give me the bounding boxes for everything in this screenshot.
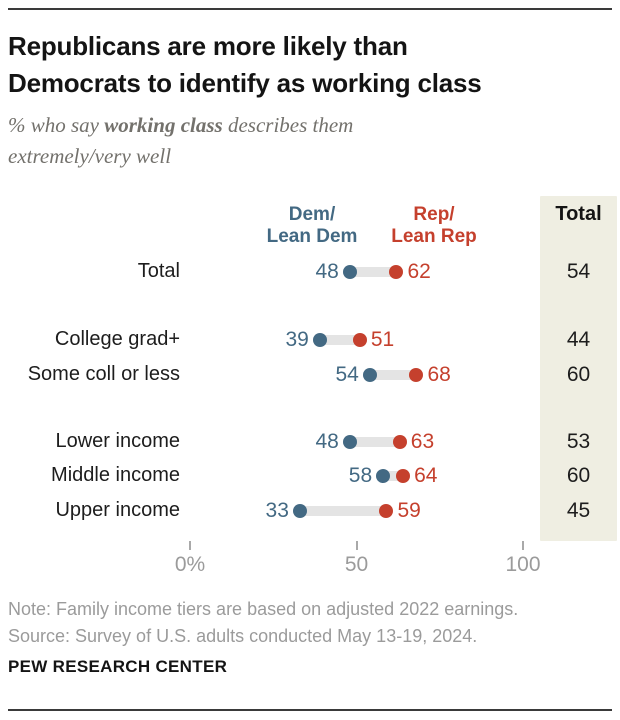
dem-dot	[312, 333, 327, 347]
pew-research-center-wordmark: PEW RESEARCH CENTER	[8, 657, 228, 676]
axis-tick-label: 100	[505, 553, 541, 576]
rep-value: 64	[414, 464, 438, 487]
total-value: 54	[566, 260, 591, 283]
row-label: Middle income	[51, 464, 180, 486]
dem-dot	[342, 265, 357, 279]
rep-dot	[389, 265, 404, 279]
axis-tick-mark	[355, 541, 358, 550]
chart-title: Republicans are more likely than Democra…	[8, 28, 612, 102]
connector-bar	[299, 506, 387, 516]
dem-dot	[292, 504, 307, 518]
rep-dot	[396, 469, 411, 483]
note-line: Note: Family income tiers are based on a…	[8, 599, 519, 619]
bottom-rule	[8, 709, 612, 711]
rep-dot	[352, 333, 367, 347]
chart-notes: Note: Family income tiers are based on a…	[8, 596, 612, 650]
total-value: 60	[566, 363, 591, 386]
rep-value: 63	[410, 430, 435, 453]
connector-bar	[319, 335, 360, 345]
rep-value: 62	[407, 260, 431, 283]
legend-dem: Dem/ Lean Dem	[247, 204, 377, 248]
rep-value: 59	[397, 499, 421, 522]
legend-dem-line2: Lean Dem	[266, 226, 358, 247]
total-column-header: Total	[555, 203, 602, 225]
total-value: 53	[566, 430, 591, 453]
row-label: Total	[137, 260, 180, 282]
chart-title-line2: Democrats to identify as working class	[8, 68, 482, 98]
dem-value: 54	[335, 363, 359, 386]
subtitle-bold-term: working class	[104, 113, 223, 137]
dem-value: 39	[285, 328, 309, 351]
row-label: Upper income	[55, 499, 180, 521]
connector-bar	[349, 437, 400, 447]
dem-dot	[376, 469, 391, 483]
total-value: 60	[566, 464, 591, 487]
legend-rep: Rep/ Lean Rep	[369, 204, 499, 248]
source-line: Source: Survey of U.S. adults conducted …	[8, 626, 478, 646]
connector-bar	[369, 370, 417, 380]
total-column-background	[540, 196, 617, 541]
rep-dot	[409, 368, 424, 382]
rep-value: 51	[370, 328, 395, 351]
axis-tick-mark	[522, 541, 524, 550]
subtitle-prefix: % who say	[8, 113, 105, 137]
total-value: 45	[566, 499, 591, 522]
subtitle-suffix: describes them extremely/very well	[8, 113, 354, 168]
connector-bar	[383, 471, 404, 481]
dem-value: 48	[315, 260, 339, 283]
legend-rep-line1: Rep/	[413, 204, 455, 225]
dem-value: 58	[348, 464, 373, 487]
connector-bar	[349, 267, 397, 277]
axis-tick-mark	[189, 541, 191, 550]
row-label: Lower income	[55, 430, 180, 452]
dem-value: 48	[315, 430, 339, 453]
top-rule	[8, 8, 612, 10]
legend-rep-line2: Lean Rep	[391, 226, 477, 247]
legend-dem-line1: Dem/	[288, 204, 336, 225]
row-label: Some coll or less	[27, 363, 180, 385]
axis-tick-label: 0%	[174, 553, 206, 576]
dem-value: 33	[265, 499, 289, 522]
chart-title-line1: Republicans are more likely than	[8, 31, 408, 61]
row-label: College grad+	[54, 328, 180, 350]
chart-subtitle: % who say working class describes them e…	[8, 110, 458, 172]
dem-dot	[362, 368, 377, 382]
rep-dot	[379, 504, 394, 518]
axis-tick-label: 50	[344, 553, 369, 576]
rep-dot	[392, 435, 407, 449]
rep-value: 68	[427, 363, 451, 386]
total-value: 44	[566, 328, 591, 351]
dem-dot	[342, 435, 357, 449]
